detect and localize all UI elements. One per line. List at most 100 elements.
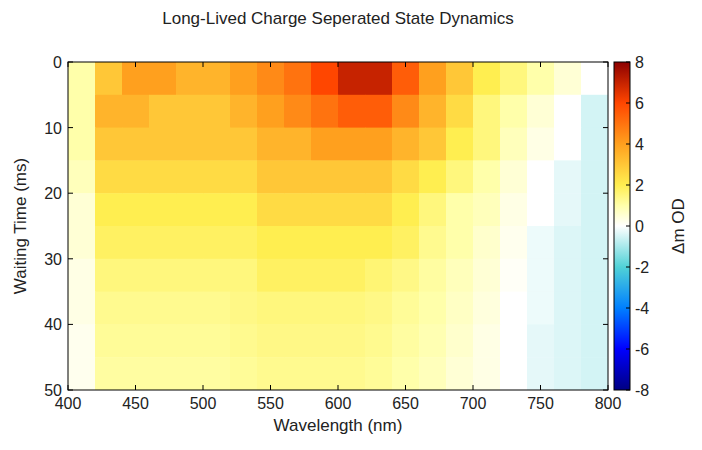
cell [176,226,204,259]
cell [500,259,528,292]
cell [122,292,150,325]
cell [473,292,501,325]
cell [203,324,231,357]
cell [473,62,501,95]
cell [338,193,366,226]
cell [500,95,528,128]
cell [311,259,339,292]
cell [473,324,501,357]
cell [203,160,231,193]
colorbar-tick [626,267,630,268]
cell [68,62,96,95]
cell [230,128,258,161]
colorbar-tick [626,103,630,104]
cell [230,259,258,292]
cell [203,226,231,259]
cell [257,193,285,226]
cell [284,193,312,226]
cell [95,128,123,161]
cell [68,324,96,357]
cell [446,357,474,390]
cell [392,292,420,325]
cell [419,226,447,259]
cell [149,160,177,193]
colorbar-tick [626,308,630,309]
colorbar-tick-label: -8 [635,382,649,399]
cell [122,62,150,95]
colorbar-title: Δm OD [669,198,688,254]
colorbar-tick-label: 4 [635,136,644,153]
cell [527,128,555,161]
cell [392,160,420,193]
cell [257,226,285,259]
x-tick [338,62,339,67]
y-tick [603,62,608,63]
cell [446,95,474,128]
cell [176,259,204,292]
cell [311,95,339,128]
cell [419,324,447,357]
cell [68,95,96,128]
cell [500,193,528,226]
cell [581,357,608,390]
cell [473,160,501,193]
cell [95,62,123,95]
cell [500,160,528,193]
cell [500,324,528,357]
cell [149,62,177,95]
cell [554,95,582,128]
cell [554,193,582,226]
y-tick-label: 40 [44,316,62,333]
cell [581,62,608,95]
x-tick-label: 650 [392,395,419,412]
x-tick [473,62,474,67]
cell [203,128,231,161]
cell [581,160,608,193]
plot-frame [68,62,608,390]
x-tick [608,62,609,67]
cell [257,259,285,292]
y-tick [68,390,73,391]
cell [95,259,123,292]
cell [527,357,555,390]
colorbar [614,62,630,390]
y-tick-label: 20 [44,185,62,202]
cell [419,160,447,193]
cell [68,128,96,161]
cell [446,193,474,226]
cell [473,95,501,128]
cell [257,324,285,357]
cell [392,193,420,226]
cell [122,226,150,259]
cell [149,357,177,390]
cell [338,324,366,357]
cell [68,292,96,325]
cell [527,259,555,292]
cell [149,193,177,226]
title: Long-Lived Charge Seperated State Dynami… [162,9,514,28]
colorbar-tick-label: 2 [635,177,644,194]
cell [527,226,555,259]
cell [68,259,96,292]
cell [392,62,420,95]
cell [230,62,258,95]
x-tick [338,385,339,390]
colorbar-tick-label: -6 [635,341,649,358]
cell [284,259,312,292]
colorbar-tick [626,185,630,186]
chart: 40045050055060065070075080001020304050Wa… [0,0,702,450]
cell [95,95,123,128]
cell [473,259,501,292]
x-tick [203,62,204,67]
cell [392,259,420,292]
cell [365,95,393,128]
cell [311,160,339,193]
cell [149,292,177,325]
y-tick-label: 0 [53,54,62,71]
cell [419,292,447,325]
cell [554,292,582,325]
cell [338,160,366,193]
cell [203,292,231,325]
cell [122,357,150,390]
colorbar-tick-label: -4 [635,300,649,317]
